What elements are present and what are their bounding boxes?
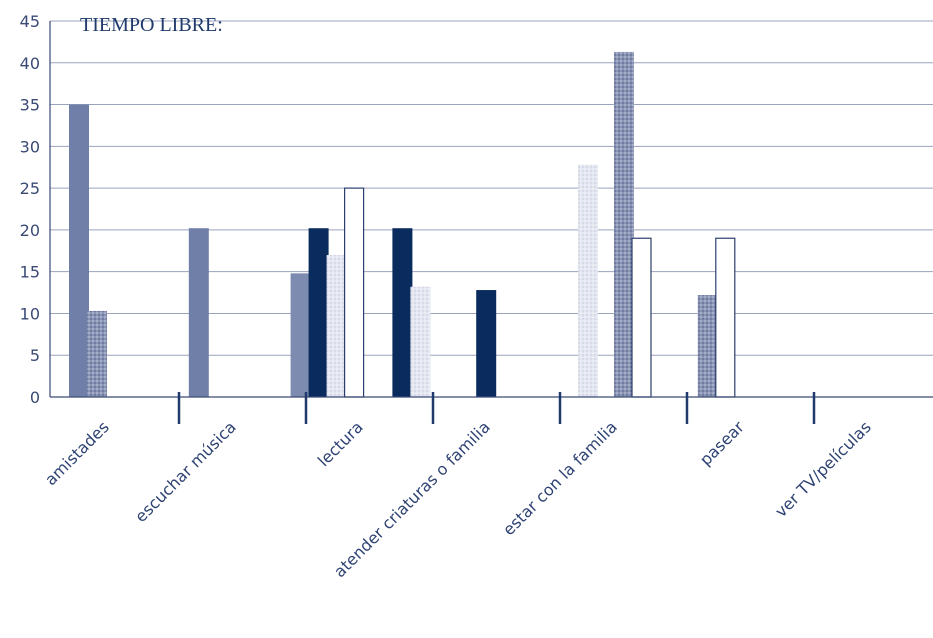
bar — [188, 228, 209, 397]
bar — [87, 310, 107, 397]
x-tick-label: estar con la familia — [499, 417, 621, 539]
bar — [290, 273, 311, 397]
bar — [578, 164, 598, 397]
bar — [476, 290, 497, 397]
x-tick-label: pasear — [696, 417, 748, 469]
bar — [410, 286, 431, 397]
y-axis-ticks: 0 5 10 15 20 25 30 35 40 45 — [20, 12, 40, 407]
y-tick-label: 25 — [20, 179, 40, 198]
y-tick-label: 35 — [20, 96, 40, 115]
y-tick-label: 45 — [20, 12, 40, 31]
y-tick-label: 40 — [20, 54, 40, 73]
chart-title: TIEMPO LIBRE: — [80, 14, 223, 36]
bar — [631, 237, 652, 398]
bar — [614, 51, 634, 397]
bar — [715, 237, 736, 398]
bar — [344, 187, 365, 398]
y-tick-label: 0 — [30, 388, 40, 407]
bar — [326, 254, 347, 397]
axes — [49, 21, 933, 424]
y-tick-label: 15 — [20, 263, 40, 282]
y-tick-label: 5 — [30, 346, 40, 365]
x-tick-label: escuchar música — [131, 417, 240, 526]
x-tick-label: ver TV/películas — [771, 417, 875, 521]
bar — [69, 104, 89, 398]
y-tick-label: 30 — [20, 137, 40, 156]
x-tick-label: amistades — [41, 417, 113, 489]
x-tick-label: lectura — [314, 417, 367, 470]
y-tick-label: 10 — [20, 304, 40, 323]
bar — [308, 228, 329, 397]
bars — [69, 51, 736, 398]
bar — [697, 295, 718, 397]
bar — [392, 228, 413, 397]
y-tick-label: 20 — [20, 221, 40, 240]
